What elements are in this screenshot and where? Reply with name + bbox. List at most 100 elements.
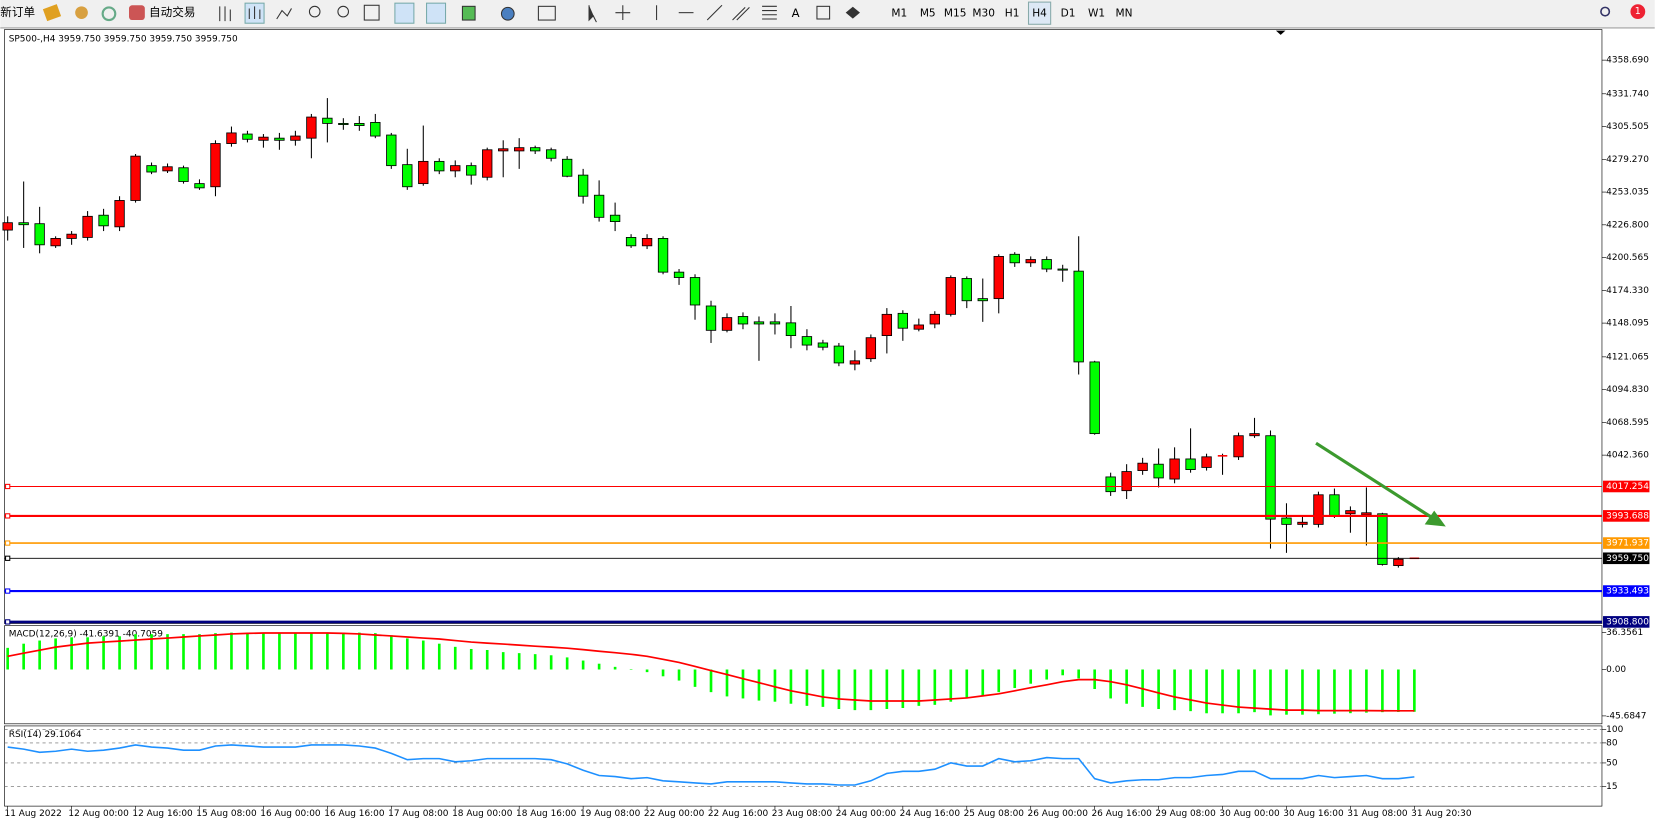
x-tick-label: 31 Aug 20:30 (1411, 809, 1472, 819)
candle-body (1233, 435, 1244, 458)
candle-body (929, 313, 940, 325)
y-tick-label: -45.6847 (1606, 711, 1646, 721)
zoom-in-icon[interactable] (308, 5, 321, 18)
candle-body (210, 143, 221, 188)
y-tick-label: 4094.830 (1606, 385, 1649, 395)
price-tag-label: 4017.254 (1606, 482, 1649, 492)
y-tick-label: 0.00 (1606, 665, 1626, 675)
candle-body (769, 321, 781, 325)
candle-body (530, 147, 541, 152)
template-icon[interactable] (537, 5, 556, 21)
candle-body (609, 214, 621, 222)
candle-body (913, 324, 924, 330)
shift-icon[interactable] (426, 2, 447, 24)
x-tick-label: 26 Aug 00:00 (1028, 809, 1089, 819)
candle-body (258, 136, 269, 141)
fibo-icon[interactable] (762, 5, 777, 20)
tile-icon[interactable] (363, 4, 380, 21)
price-tag (1603, 616, 1650, 628)
line-chart-icon[interactable] (276, 8, 292, 20)
bar-chart-icon[interactable] (219, 6, 231, 22)
x-tick-label: 16 Aug 16:00 (324, 809, 385, 819)
rsi-title: RSI(14) 29.1064 (9, 730, 82, 740)
cursor-icon[interactable] (588, 5, 597, 23)
candle-body (194, 183, 205, 189)
level-handle (5, 540, 11, 546)
price-tag-label: 3993.688 (1606, 511, 1649, 521)
candle-body (1297, 521, 1308, 525)
trendline-icon[interactable] (706, 4, 723, 21)
auto-trading-button[interactable]: 自动交易 (149, 5, 195, 19)
candle-body (849, 360, 861, 365)
x-tick-label: 16 Aug 00:00 (260, 809, 321, 819)
autoscroll-icon[interactable] (394, 2, 415, 24)
new-order-button[interactable]: 新订单 (0, 5, 35, 19)
candle-body (1169, 458, 1180, 480)
icon[interactable] (42, 4, 62, 22)
timeframe-button[interactable]: M1 (891, 8, 907, 20)
tool-icons (219, 2, 860, 24)
indicator-icon[interactable] (461, 5, 476, 21)
timeframe-button[interactable]: M15 (944, 8, 967, 20)
timeframe-button[interactable]: W1 (1088, 8, 1105, 20)
candle-body (466, 165, 477, 176)
price-tag (1603, 552, 1650, 565)
trend-arrow-head (1424, 510, 1446, 527)
label-icon[interactable] (816, 5, 831, 20)
candle-body (498, 148, 509, 152)
timeframe-button[interactable]: H4 (1032, 8, 1047, 20)
notification-badge[interactable] (1630, 4, 1646, 19)
shapes-icon[interactable] (845, 6, 860, 19)
crosshair-icon[interactable] (615, 5, 631, 21)
auto-trading-icon[interactable] (129, 5, 145, 21)
candle-body (1377, 513, 1388, 565)
candle-body (1393, 558, 1404, 567)
candle-body (1025, 259, 1036, 264)
trend-arrow (1315, 441, 1432, 519)
toolbar (0, 0, 1655, 29)
channel-icon[interactable] (732, 7, 750, 21)
level-handle (5, 513, 11, 519)
macd-panel (4, 625, 1603, 725)
y-tick-label: 4174.330 (1606, 286, 1649, 296)
x-tick-label: 11 Aug 2022 (5, 809, 62, 819)
candle-body (1201, 456, 1212, 468)
y-tick-label: 4226.800 (1606, 220, 1649, 230)
timeframe-button[interactable]: D1 (1061, 8, 1076, 20)
period-icon[interactable] (500, 6, 515, 21)
candle-body (833, 345, 845, 364)
candle-body (34, 223, 45, 246)
timeframe-button[interactable]: M30 (972, 8, 995, 20)
y-tick-label: 4253.035 (1606, 188, 1649, 198)
timeframe-button[interactable]: H1 (1005, 8, 1020, 20)
search-icon[interactable] (1600, 6, 1611, 17)
macd-title: MACD(12,26,9) -41.6391 -40.7059 (9, 630, 164, 640)
timeframe-button[interactable]: M5 (920, 8, 936, 20)
candle-body (593, 194, 605, 218)
candle-body (1057, 268, 1068, 271)
candle-body (1041, 259, 1052, 270)
price-tag-label: 3971.937 (1606, 539, 1649, 549)
y-tick-label: 4068.595 (1606, 418, 1649, 428)
zoom-out-icon[interactable] (337, 5, 349, 18)
candle-body (1121, 471, 1132, 492)
y-tick-label: 4279.270 (1606, 155, 1649, 165)
y-tick-label: 50 (1606, 758, 1618, 768)
icon[interactable] (75, 6, 88, 19)
candle-icon-lines[interactable] (248, 6, 261, 19)
timeframe-button[interactable]: MN (1115, 8, 1132, 20)
icon[interactable] (101, 6, 117, 22)
x-tick-label: 25 Aug 08:00 (964, 809, 1025, 819)
text-tool[interactable]: A (792, 6, 800, 20)
candle-body (1073, 270, 1084, 363)
x-tick-label: 30 Aug 16:00 (1283, 809, 1344, 819)
candle-body (545, 149, 557, 159)
candle-body (1105, 476, 1116, 493)
candle-body (705, 305, 717, 331)
price-tag-label: 3959.750 (1606, 554, 1649, 564)
x-tick-label: 18 Aug 16:00 (516, 809, 577, 819)
candle-body (146, 165, 157, 173)
candle-body (625, 237, 637, 247)
y-tick-label: 4331.740 (1606, 89, 1649, 99)
